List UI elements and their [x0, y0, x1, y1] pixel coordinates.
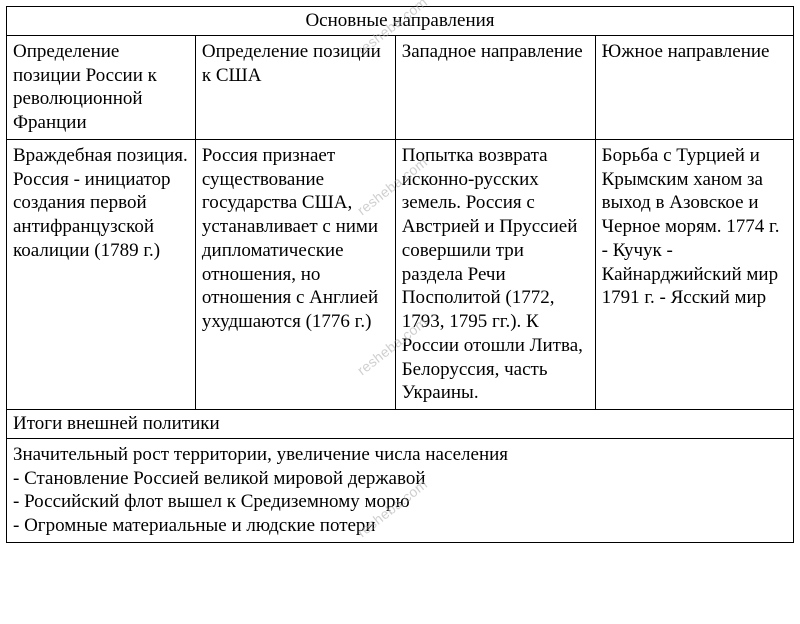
subheader-cell-3: Западное направление [395, 35, 595, 139]
content-cell-3: Попытка возврата исконно-русских земель.… [395, 139, 595, 409]
results-header-cell: Итоги внешней политики [7, 410, 794, 439]
subheader-cell-2: Определение позиции к США [195, 35, 395, 139]
content-cell-2: Россия признает существование государств… [195, 139, 395, 409]
subheader-cell-4: Южное направление [595, 35, 793, 139]
content-cell-4: Борьба с Турцией и Крымским ханом за вых… [595, 139, 793, 409]
header-cell: Основные направления [7, 7, 794, 36]
subheader-row: Определение позиции России к революционн… [7, 35, 794, 139]
content-cell-1: Враждебная позиция. Россия - инициатор с… [7, 139, 196, 409]
subheader-cell-1: Определение позиции России к революционн… [7, 35, 196, 139]
header-row: Основные направления [7, 7, 794, 36]
content-row: Враждебная позиция. Россия - инициатор с… [7, 139, 794, 409]
results-body-cell: Значительный рост территории, увеличение… [7, 438, 794, 542]
main-table: Основные направления Определение позиции… [6, 6, 794, 543]
results-body-row: Значительный рост территории, увеличение… [7, 438, 794, 542]
results-header-row: Итоги внешней политики [7, 410, 794, 439]
